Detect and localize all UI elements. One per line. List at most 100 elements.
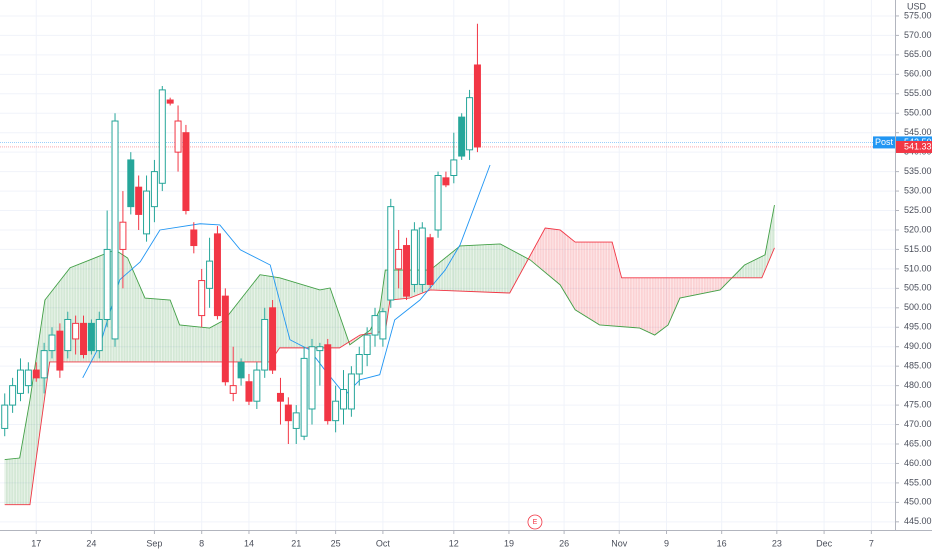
candle-body (269, 307, 277, 371)
candle-body (80, 322, 88, 356)
candle-body (119, 221, 127, 250)
y-tick-label: 465.00 (904, 438, 932, 448)
x-tick-label: 7 (869, 538, 874, 548)
y-tick-label: 545.00 (904, 127, 932, 137)
candle-body (284, 404, 292, 422)
x-tick-label: 14 (244, 538, 254, 548)
candle-body (9, 385, 17, 406)
x-tick-label: 23 (772, 538, 782, 548)
y-tick-label: 560.00 (904, 69, 932, 79)
y-tick-label: 515.00 (904, 244, 932, 254)
candle-body (16, 369, 24, 394)
candle-body (150, 171, 158, 208)
candle-body (300, 357, 308, 437)
x-tick-label: 17 (31, 538, 41, 548)
x-tick-label: 9 (664, 538, 669, 548)
x-tick-label: 24 (86, 538, 96, 548)
price-tag-label: Post (875, 137, 894, 147)
y-tick-label: 525.00 (904, 205, 932, 215)
candle-body (40, 350, 48, 379)
candle-body (434, 174, 442, 231)
candle-body (379, 311, 387, 340)
candle-body (135, 186, 143, 215)
candle-body (87, 322, 95, 352)
y-tick-label: 445.00 (904, 516, 932, 526)
x-tick-label: 19 (504, 538, 514, 548)
candle-body (316, 346, 324, 352)
y-tick-label: 480.00 (904, 380, 932, 390)
y-tick-label: 475.00 (904, 399, 932, 409)
candle-body (103, 248, 111, 320)
candle-body (32, 369, 40, 379)
candle-body (261, 318, 269, 371)
x-tick-label: Oct (376, 538, 391, 548)
y-tick-label: 570.00 (904, 30, 932, 40)
candle-body (442, 177, 450, 186)
price-badge (896, 140, 932, 153)
candle-body (1, 404, 9, 429)
x-tick-label: 16 (717, 538, 727, 548)
cloud-fill (773, 205, 775, 250)
price-tag (873, 136, 895, 149)
y-tick-label: 490.00 (904, 341, 932, 351)
candle-body (340, 389, 348, 410)
y-tick-label: 555.00 (904, 88, 932, 98)
candle-body (410, 229, 418, 285)
y-tick-label: 530.00 (904, 185, 932, 195)
candle-body (403, 245, 411, 297)
candle-body (174, 120, 182, 153)
x-tick-label: 26 (559, 538, 569, 548)
candle-body (371, 315, 379, 336)
indicator-line (4, 204, 775, 461)
price-label: 541.33 (904, 141, 932, 151)
candle-body (355, 354, 363, 375)
candle-body (48, 334, 56, 352)
candle-body (182, 132, 190, 212)
candle-body (143, 190, 151, 235)
candle-body (198, 280, 206, 317)
candle-body (387, 206, 395, 301)
y-tick-label: 500.00 (904, 302, 932, 312)
candle-body (72, 322, 80, 340)
x-tick-label: Sep (146, 538, 162, 548)
candle-body (426, 237, 434, 285)
y-tick-label: 505.00 (904, 283, 932, 293)
x-tick-label: 8 (199, 538, 204, 548)
y-tick-label: 495.00 (904, 322, 932, 332)
candle-body (292, 412, 300, 429)
plot (0, 0, 895, 530)
candle-body (245, 381, 253, 402)
y-tick-label: 575.00 (904, 10, 932, 20)
y-tick-label: 455.00 (904, 477, 932, 487)
candle-body (166, 99, 174, 104)
event-marker (527, 514, 543, 530)
event-label: E (533, 519, 538, 526)
x-tick-label: 25 (331, 538, 341, 548)
y-tick-label: 470.00 (904, 419, 932, 429)
y-tick-label: 450.00 (904, 497, 932, 507)
candle-body (24, 369, 32, 387)
y-tick-label: 510.00 (904, 263, 932, 273)
candle-body (276, 392, 284, 402)
candle-body (64, 318, 72, 352)
x-tick-label: 21 (291, 538, 301, 548)
candle-body (308, 346, 316, 410)
candle-body (253, 369, 261, 402)
candle-body (213, 233, 221, 317)
currency: USD (907, 1, 927, 11)
y-tick-label: 460.00 (904, 458, 932, 468)
candle-body (206, 260, 214, 289)
candle-body (347, 373, 355, 410)
candle-body (450, 159, 458, 176)
candle-body (418, 227, 426, 285)
y-tick-label: 485.00 (904, 361, 932, 371)
candle-body (466, 97, 474, 151)
candle-body (111, 120, 119, 340)
candle-body (158, 89, 166, 184)
y-tick-label: 565.00 (904, 49, 932, 59)
candle-body (473, 64, 481, 148)
x-tick-label: Nov (611, 538, 628, 548)
y-tick-label: 535.00 (904, 166, 932, 176)
y-tick-label: 550.00 (904, 108, 932, 118)
